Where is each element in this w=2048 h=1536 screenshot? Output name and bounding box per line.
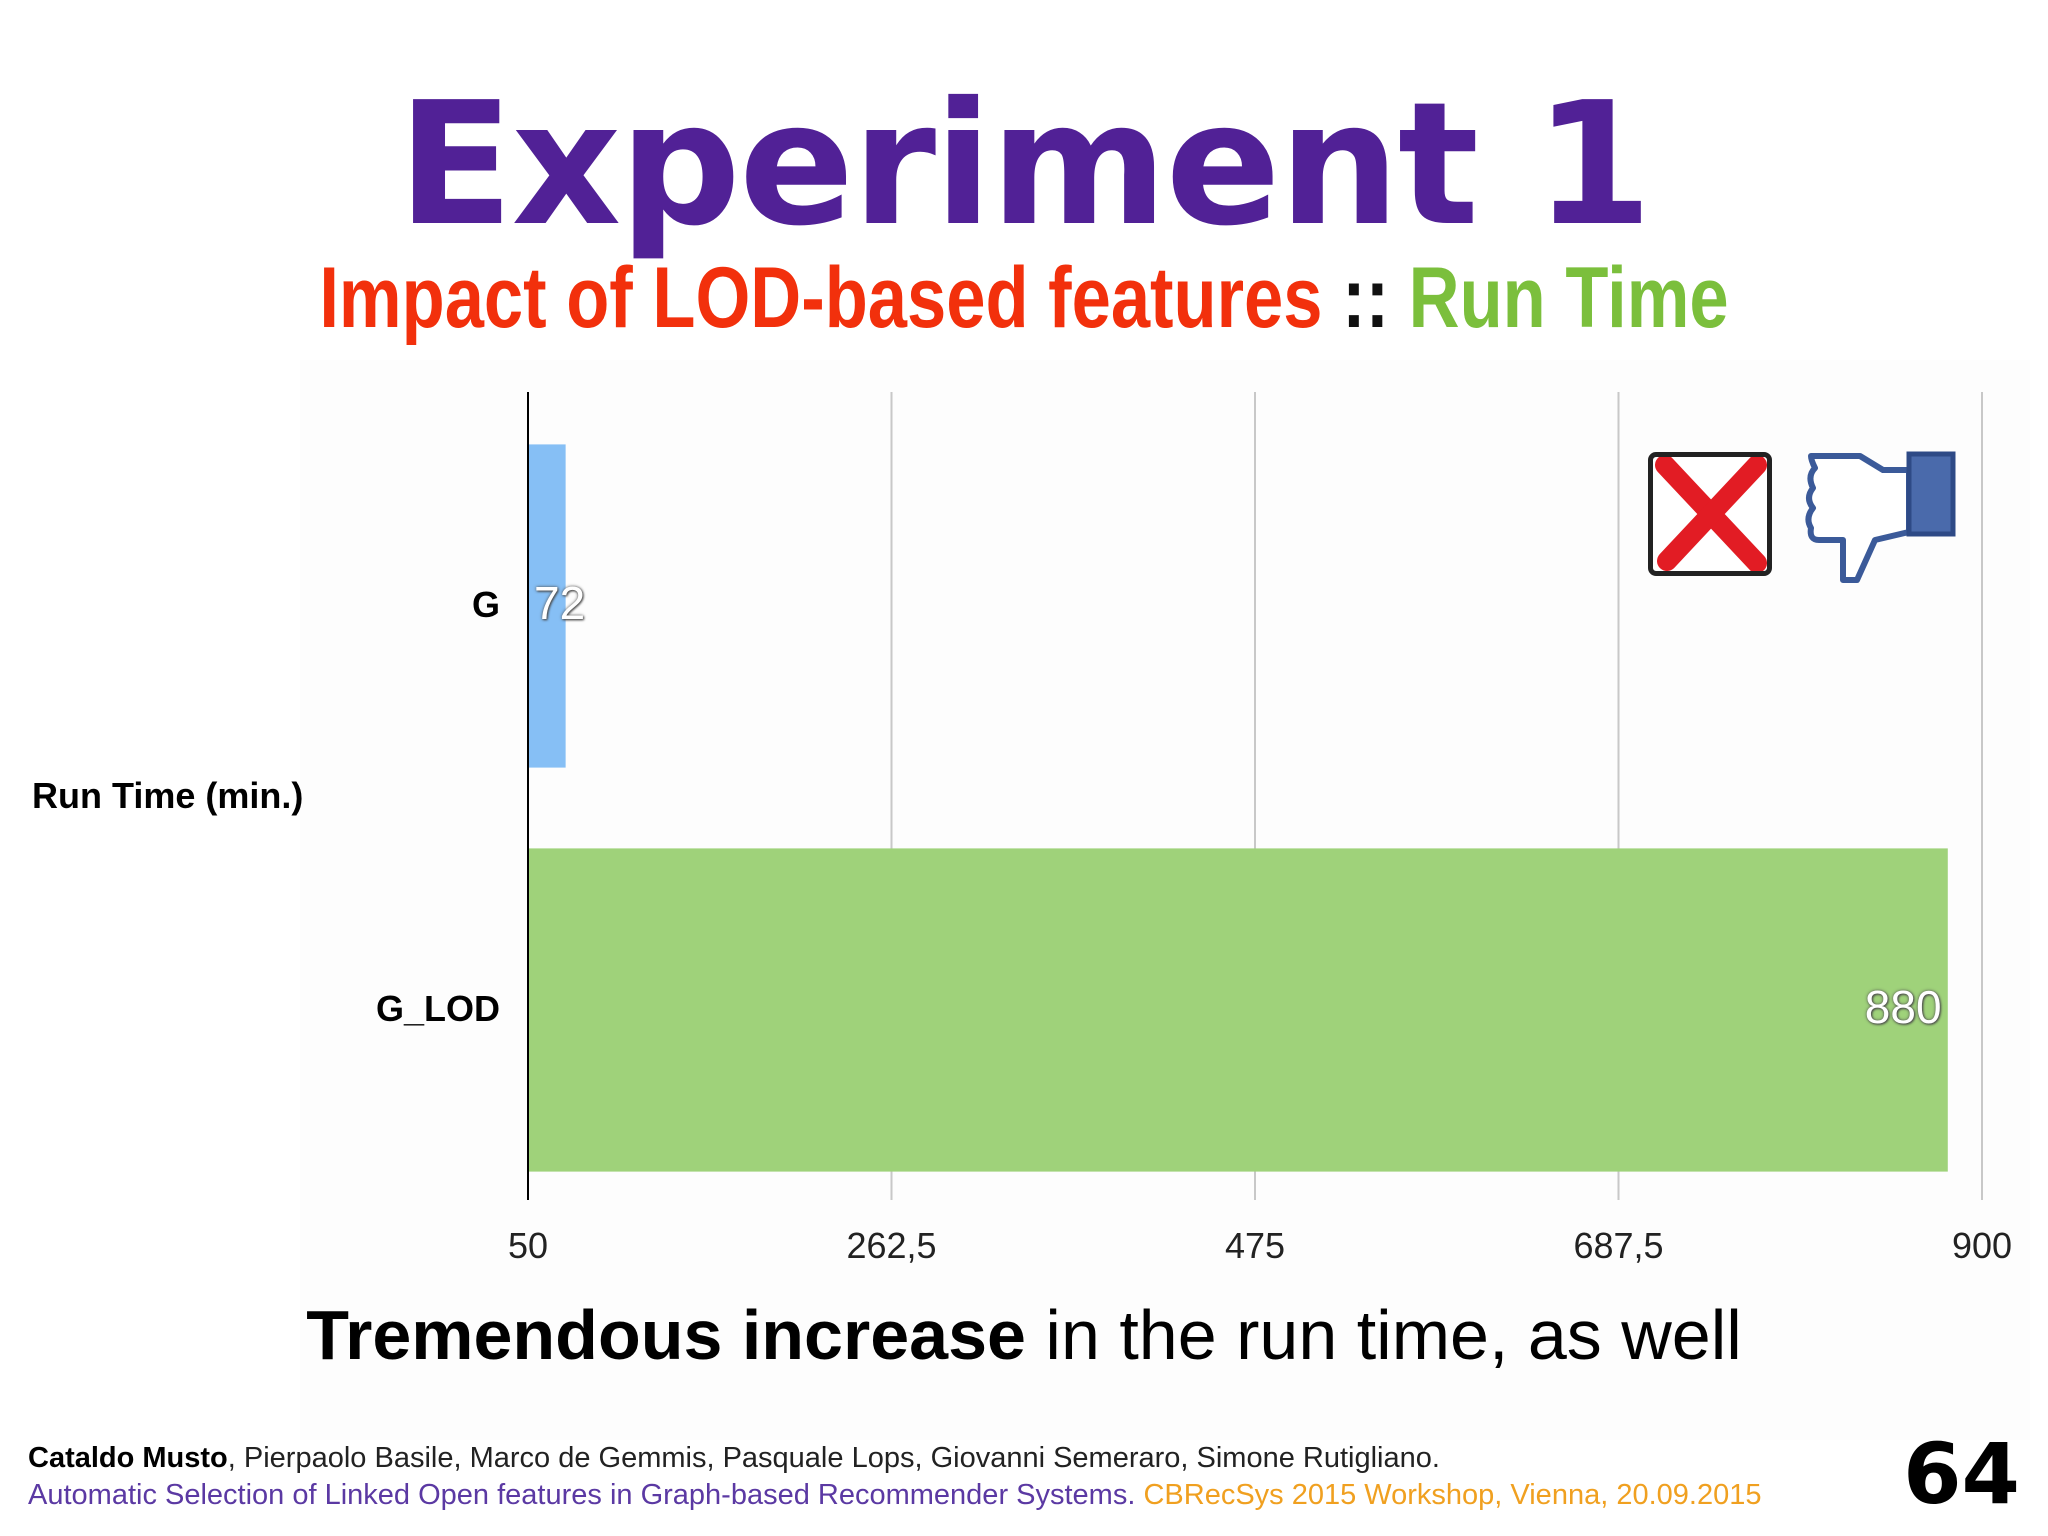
caption-emphasis: Tremendous increase <box>306 1296 1026 1374</box>
slide-subtitle: Impact of LOD-based features :: Run Time <box>184 248 1863 348</box>
footnote-venue: CBRecSys 2015 Workshop, Vienna, 20.09.20… <box>1135 1479 1762 1511</box>
x-tick-label: 262,5 <box>846 1225 937 1266</box>
x-tick-label: 475 <box>1224 1225 1286 1266</box>
bar-value-label: 72 <box>534 577 586 629</box>
caption-text: in the run time, as well <box>1025 1296 1742 1374</box>
bar-value-label: 880 <box>1864 981 1942 1033</box>
category-label: G_LOD <box>375 988 500 1029</box>
footnote-reference: Automatic Selection of Linked Open featu… <box>28 1479 1761 1512</box>
footnote-coauthors: , Pierpaolo Basile, Marco de Gemmis, Pas… <box>227 1442 1440 1474</box>
y-axis-label: Run Time (min.) <box>32 775 304 816</box>
slide-caption: Tremendous increase in the run time, as … <box>0 1295 2048 1375</box>
x-tick-label: 900 <box>1951 1225 2013 1266</box>
subtitle-metric: Run Time <box>1408 250 1729 346</box>
bar-g <box>528 444 566 768</box>
subtitle-separator: :: <box>1322 250 1409 346</box>
footnote-first-author: Cataldo Musto <box>28 1442 228 1474</box>
red-x-checkbox-icon <box>1648 452 1772 576</box>
category-label: G <box>471 584 500 625</box>
subtitle-topic: Impact of LOD-based features <box>319 250 1323 346</box>
bar-g-lod <box>528 848 1948 1172</box>
x-tick-label: 50 <box>507 1225 549 1266</box>
thumbs-down-icon <box>1805 448 1960 593</box>
page-number: 64 <box>1903 1425 2020 1523</box>
footnote-paper-title: Automatic Selection of Linked Open featu… <box>28 1479 1136 1511</box>
x-tick-label: 687,5 <box>1573 1225 1664 1266</box>
slide-title: Experiment 1 <box>397 66 1652 264</box>
footnote-authors: Cataldo Musto, Pierpaolo Basile, Marco d… <box>28 1442 1440 1475</box>
